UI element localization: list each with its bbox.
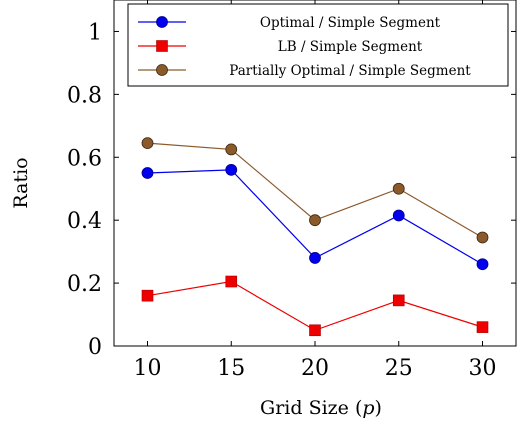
plot-frame [113, 0, 517, 347]
y-tick-label: 0 [88, 335, 102, 360]
y-tick-label: 0.2 [67, 272, 102, 297]
series-line [147, 280, 483, 331]
legend: Optimal / Simple Segment LB / Simple Segm… [127, 3, 509, 87]
y-tick-label: 0.6 [67, 146, 102, 171]
series-layer [141, 137, 489, 337]
tick-labels: 10 15 20 25 30 0 0.2 0.4 0.6 0.8 1 [67, 20, 497, 381]
x-tick-label: 15 [217, 356, 245, 381]
data-point [309, 252, 321, 264]
series-3 [141, 137, 489, 244]
data-point [225, 163, 238, 176]
data-point [141, 167, 154, 179]
x-tick-label: 25 [385, 356, 413, 381]
legend-box [127, 3, 509, 87]
legend-marker [156, 64, 168, 76]
data-point [141, 289, 154, 302]
legend-marker [156, 40, 168, 52]
data-point [392, 182, 405, 195]
series-2 [141, 275, 489, 337]
data-point [225, 143, 238, 156]
data-point [225, 275, 238, 288]
data-point [476, 321, 489, 333]
axes [113, 0, 517, 347]
data-point [309, 214, 321, 227]
x-tick-label: 10 [134, 356, 162, 381]
x-tick-label: 20 [301, 356, 329, 381]
legend-item: Partially Optimal / Simple Segment [138, 63, 471, 79]
y-tick-label: 1 [88, 20, 102, 45]
legend-item: LB / Simple Segment [138, 39, 423, 55]
x-tick-label: 30 [469, 356, 497, 381]
legend-label: LB / Simple Segment [278, 39, 423, 55]
y-tick-label: 0.4 [67, 209, 102, 234]
x-axis-title: Grid Size (p) [260, 397, 382, 419]
legend-item: Optimal / Simple Segment [138, 15, 441, 31]
data-point [141, 137, 154, 150]
y-tick-label: 0.8 [67, 83, 102, 108]
y-axis-title: Ratio [10, 157, 32, 208]
data-point [476, 258, 489, 271]
series-1 [141, 163, 489, 271]
legend-label: Optimal / Simple Segment [260, 15, 441, 31]
legend-label: Partially Optimal / Simple Segment [229, 63, 471, 79]
legend-marker [156, 16, 168, 28]
data-point [309, 324, 321, 337]
data-point [392, 209, 405, 222]
data-point [392, 294, 405, 307]
data-point [476, 231, 489, 244]
